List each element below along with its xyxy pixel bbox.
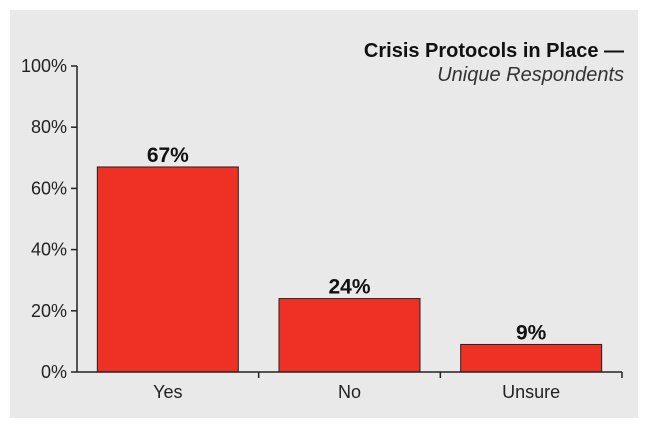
bars-group — [96, 166, 603, 373]
y-tick-label: 100% — [21, 56, 67, 76]
x-axis-ticks — [257, 372, 623, 378]
chart-subtitle: Unique Respondents — [437, 64, 624, 86]
y-tick-label: 0% — [41, 362, 67, 382]
data-labels-group: 67% 24% 9% — [147, 144, 547, 344]
title-block: Crisis Protocols in Place — Unique Respo… — [364, 39, 624, 87]
bar-unsure — [460, 343, 603, 373]
y-tick-label: 20% — [31, 301, 67, 321]
chart-title: Crisis Protocols in Place — — [363, 40, 624, 62]
data-label-unsure: 9% — [516, 321, 547, 344]
bar-yes — [96, 166, 239, 373]
category-label-no: No — [338, 382, 361, 402]
y-tick-label: 80% — [31, 117, 67, 137]
y-tick-label: 40% — [31, 240, 67, 260]
y-axis-ticks: 0% 20% 40% 60% 80% 100% — [21, 56, 77, 382]
data-label-yes: 67% — [147, 144, 189, 167]
data-label-no: 24% — [328, 276, 370, 299]
bar-no — [278, 298, 421, 373]
category-label-unsure: Unsure — [502, 382, 560, 402]
category-labels-group: Yes No Unsure — [153, 382, 560, 402]
category-label-yes: Yes — [153, 382, 182, 402]
y-tick-label: 60% — [31, 178, 67, 198]
